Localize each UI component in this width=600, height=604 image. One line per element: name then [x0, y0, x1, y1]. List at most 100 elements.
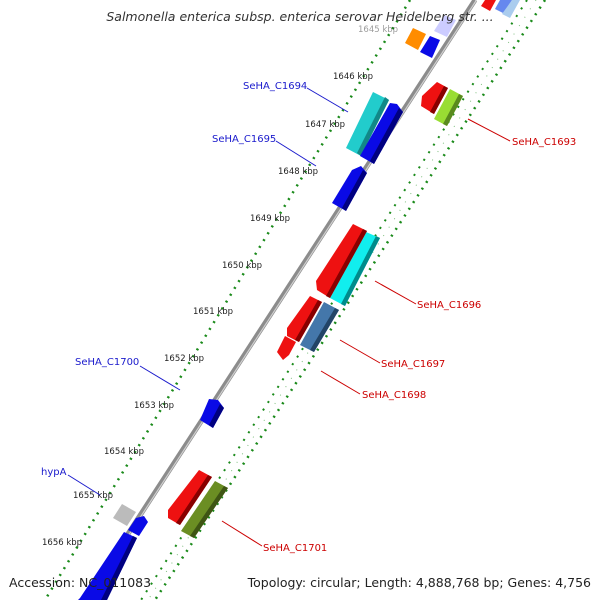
gene-arrow — [360, 103, 403, 164]
gene-arrow — [481, 0, 496, 11]
gene-feature-lavender-top[interactable] — [434, 15, 456, 37]
gene-arrow-edge — [176, 475, 212, 525]
gene-arrow — [78, 532, 137, 600]
gene-feature-red-1652[interactable] — [277, 336, 296, 360]
gene-arrow — [502, 0, 520, 18]
tick-label-1652: 1652 kbp — [164, 354, 204, 364]
gene-arrow — [277, 336, 296, 360]
gene-feature-c1700[interactable] — [200, 399, 224, 428]
tick-label-1645: 1645 kbp — [358, 25, 398, 35]
tick-label-1651: 1651 kbp — [193, 307, 233, 317]
gene-label-c1701[interactable]: SeHA_C1701 — [263, 543, 327, 554]
gene-feature-lightblue-top-right[interactable] — [502, 0, 520, 18]
gene-feature-c1694[interactable] — [346, 92, 389, 156]
gene-label-c1695[interactable]: SeHA_C1695 — [212, 134, 276, 145]
gene-label-c1696[interactable]: SeHA_C1696 — [417, 300, 481, 311]
gene-label-c1697[interactable]: SeHA_C1697 — [381, 359, 445, 370]
kbp-tick-track-left — [43, 0, 412, 601]
gene-feature-c1697[interactable] — [300, 302, 339, 352]
leader-c1693 — [467, 118, 511, 142]
gene-arrow — [421, 82, 448, 114]
gene-arrow-edge — [209, 404, 224, 428]
tick-label-1649: 1649 kbp — [250, 214, 290, 224]
leader-c1695 — [275, 140, 317, 167]
gene-arrow — [434, 89, 463, 126]
gene-feature-hypa[interactable] — [128, 516, 148, 536]
tick-track-right-outer — [153, 0, 547, 601]
gene-arrow-edge — [295, 300, 322, 342]
gene-arrow-edge — [357, 97, 389, 156]
gene-feature-blue-1656[interactable] — [78, 532, 137, 600]
gene-arrow — [200, 399, 224, 428]
gene-feature-c1693-red[interactable] — [421, 82, 448, 114]
gene-arrow — [287, 296, 322, 342]
gene-feature-grey[interactable] — [113, 504, 136, 526]
gene-feature-blue-top[interactable] — [420, 36, 440, 58]
tick-label-1654: 1654 kbp — [104, 447, 144, 457]
tick-label-1656: 1656 kbp — [42, 538, 82, 548]
accession-label: Accession: NC_011083 — [9, 575, 152, 590]
forward-strand-genes — [78, 15, 456, 600]
gene-arrow-edge — [101, 536, 137, 600]
gene-arrow — [300, 302, 339, 352]
gene-arrow — [168, 470, 212, 525]
gene-feature-c1695[interactable] — [360, 103, 403, 164]
gene-arrow-edge — [190, 486, 228, 538]
gene-arrow — [495, 0, 512, 14]
gene-feature-blue-top-right[interactable] — [495, 0, 512, 14]
tick-label-1655: 1655 kbp — [73, 491, 113, 501]
leader-c1697 — [339, 339, 381, 364]
tick-label-1653: 1653 kbp — [134, 401, 174, 411]
gene-arrow-edge — [370, 108, 403, 164]
gene-feature-c1701[interactable] — [181, 481, 228, 538]
gene-label-c1693[interactable]: SeHA_C1693 — [512, 137, 576, 148]
gene-label-c1698[interactable]: SeHA_C1698 — [362, 390, 426, 401]
leader-c1698 — [320, 370, 361, 395]
leader-hypa — [67, 474, 101, 496]
gene-arrow — [128, 516, 148, 536]
gene-arrow-edge — [430, 86, 448, 114]
gene-arrow — [113, 504, 136, 526]
gene-labels: SeHA_C1694 SeHA_C1695 SeHA_C1700 hypA Se… — [41, 81, 576, 554]
leader-c1694 — [306, 87, 349, 113]
backbone — [82, 0, 478, 602]
gene-feature-c1696[interactable] — [330, 232, 380, 306]
leader-c1696 — [374, 280, 417, 305]
gene-feature-c1698[interactable] — [287, 296, 322, 342]
leader-c1701 — [221, 520, 263, 547]
gene-feature-red-1655[interactable] — [168, 470, 212, 525]
label-leader-lines — [67, 87, 511, 547]
reverse-strand-genes — [168, 0, 520, 538]
gene-feature-red-top[interactable] — [481, 0, 496, 11]
backbone-highlight — [85, 0, 478, 601]
gene-arrow — [316, 224, 367, 298]
leader-c1700 — [139, 365, 181, 391]
gene-label-c1700[interactable]: SeHA_C1700 — [75, 357, 139, 368]
gene-arrow — [330, 232, 380, 306]
topology-label: Topology: circular; Length: 4,888,768 bp… — [247, 575, 591, 590]
gene-label-hypa[interactable]: hypA — [41, 467, 67, 478]
gene-arrow-edge — [443, 94, 463, 126]
gene-arrow-edge — [341, 236, 380, 306]
tick-label-1650: 1650 kbp — [222, 261, 262, 271]
gene-arrow-edge — [342, 170, 367, 211]
gene-arrow — [346, 92, 389, 156]
tick-label-1648: 1648 kbp — [278, 167, 318, 177]
gene-feature-c1693[interactable] — [434, 89, 463, 126]
gene-feature-red-1650[interactable] — [316, 224, 367, 298]
gene-arrow-edge — [326, 229, 367, 298]
gene-feature-blue-1648[interactable] — [332, 166, 367, 211]
gene-label-c1694[interactable]: SeHA_C1694 — [243, 81, 307, 92]
tick-label-1646: 1646 kbp — [333, 72, 373, 82]
gene-arrow — [434, 15, 456, 37]
gene-arrow — [181, 481, 228, 538]
gene-feature-orange[interactable] — [405, 28, 426, 50]
gene-arrow — [420, 36, 440, 58]
tick-label-1647: 1647 kbp — [305, 120, 345, 130]
gene-arrow — [405, 28, 426, 50]
kbp-tick-labels: 1645 kbp 1646 kbp 1647 kbp 1648 kbp 1649… — [42, 25, 398, 548]
gene-arrow-edge — [310, 308, 339, 352]
map-title: Salmonella enterica subsp. enterica sero… — [106, 9, 494, 24]
